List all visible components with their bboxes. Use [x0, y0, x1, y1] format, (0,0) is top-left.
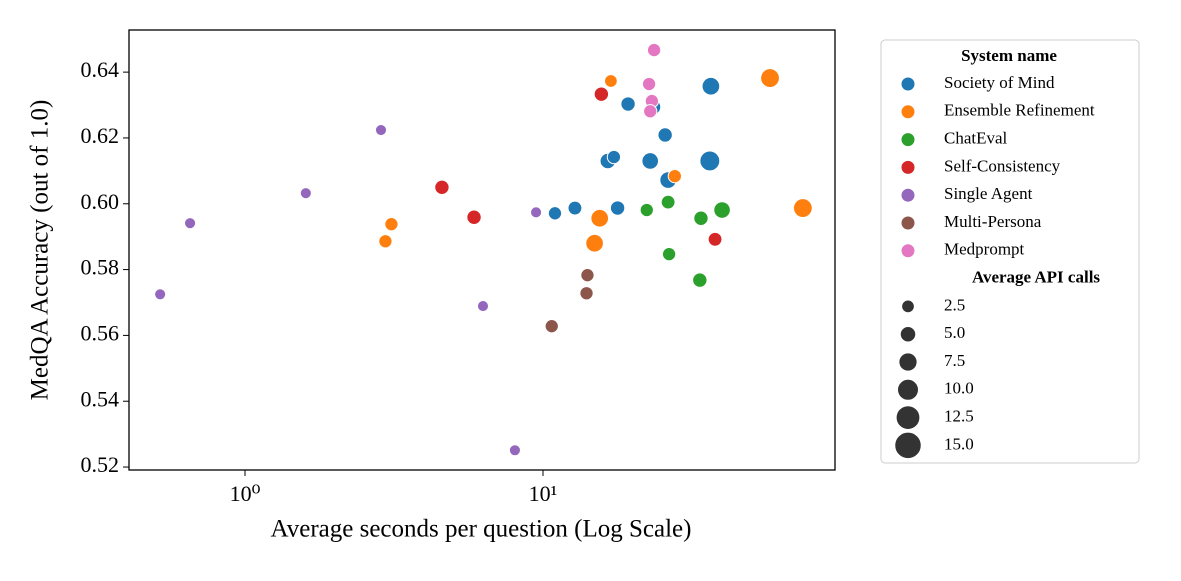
legend-label: Self-Consistency — [944, 156, 1061, 175]
y-tick-label: 0.54 — [81, 386, 120, 411]
y-tick-label: 0.52 — [81, 452, 120, 477]
point — [699, 150, 721, 172]
point — [641, 76, 657, 92]
point — [620, 96, 636, 112]
point — [639, 202, 654, 218]
y-tick-label: 0.58 — [81, 255, 120, 280]
point — [606, 149, 622, 165]
legend-label: Single Agent — [944, 184, 1033, 203]
legend-marker — [900, 132, 916, 148]
legend-label: Medprompt — [944, 240, 1025, 259]
point — [661, 246, 677, 262]
point — [643, 104, 658, 119]
size-legend-marker — [899, 325, 917, 343]
point — [466, 209, 482, 225]
point — [378, 234, 393, 249]
point — [585, 233, 604, 253]
y-tick-label: 0.62 — [81, 123, 120, 148]
point — [544, 319, 559, 334]
point — [299, 187, 312, 200]
point — [692, 272, 708, 288]
point — [154, 288, 167, 301]
legend-label: Ensemble Refinement — [944, 101, 1095, 120]
size-legend-marker — [898, 352, 918, 372]
size-legend-label: 12.5 — [944, 407, 974, 426]
point — [707, 231, 723, 247]
point — [476, 300, 490, 313]
plot-frame — [128, 29, 836, 471]
size-legend-marker — [901, 299, 915, 314]
point — [657, 127, 673, 143]
legend-marker — [900, 159, 916, 175]
size-legend-label: 2.5 — [944, 295, 965, 314]
size-legend-marker — [895, 405, 921, 430]
legend-marker — [900, 243, 916, 259]
point — [547, 206, 563, 221]
point — [660, 194, 676, 210]
legend-label: Society of Mind — [944, 73, 1055, 92]
size-legend-label: 7.5 — [944, 351, 965, 370]
point — [609, 200, 626, 216]
size-legend-label: 10.0 — [944, 379, 974, 398]
size-legend-marker — [894, 431, 922, 460]
point — [646, 42, 662, 58]
x-tick-label: 10⁰ — [230, 481, 261, 506]
legend-box — [880, 39, 1140, 464]
point — [579, 286, 594, 301]
y-axis-label: MedQA Accuracy (out of 1.0) — [27, 100, 54, 401]
legend-title: System name — [961, 46, 1057, 65]
point — [667, 168, 682, 184]
size-legend-label: 5.0 — [944, 323, 965, 342]
point — [604, 74, 618, 88]
legend-label: Multi-Persona — [944, 212, 1042, 231]
point — [701, 76, 721, 96]
point — [693, 210, 709, 226]
legend-marker — [900, 76, 916, 92]
point — [530, 206, 543, 219]
legend-marker — [900, 187, 916, 203]
point — [434, 179, 450, 196]
point — [641, 152, 660, 170]
point — [374, 123, 388, 137]
point — [792, 198, 813, 218]
y-tick-label: 0.60 — [81, 189, 120, 214]
x-tick-label: 10¹ — [529, 481, 558, 506]
y-tick-label: 0.64 — [81, 57, 120, 82]
point — [184, 217, 197, 230]
point — [580, 268, 595, 283]
legend-marker — [900, 215, 916, 231]
point — [508, 444, 521, 457]
point — [384, 217, 399, 232]
y-tick-label: 0.56 — [81, 320, 120, 345]
size-legend-title: Average API calls — [972, 268, 1100, 287]
size-legend-marker — [897, 378, 919, 401]
legend-marker — [900, 104, 916, 120]
x-axis-label: Average seconds per question (Log Scale) — [271, 516, 692, 543]
point — [713, 201, 731, 219]
point — [760, 68, 780, 88]
point — [567, 200, 583, 216]
point — [590, 208, 610, 228]
legend-label: ChatEval — [944, 129, 1008, 148]
point — [593, 86, 610, 102]
size-legend-label: 15.0 — [944, 434, 974, 453]
